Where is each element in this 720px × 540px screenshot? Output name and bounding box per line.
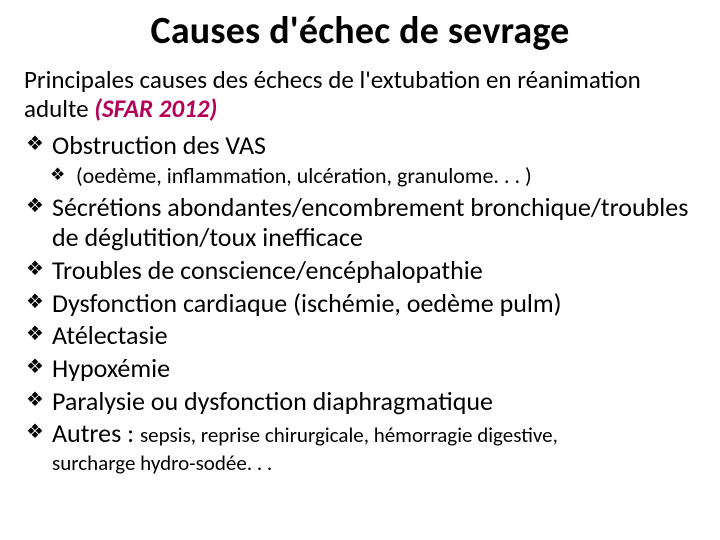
list-item: Troubles de conscience/encéphalopathie <box>24 255 696 286</box>
list-item: Sécrétions abondantes/encombrement bronc… <box>24 192 696 253</box>
slide-title: Causes d'échec de sevrage <box>24 8 696 54</box>
bullet-list: Obstruction des VAS <box>24 130 696 161</box>
list-item: Autres : sepsis, reprise chirurgicale, h… <box>24 418 696 449</box>
list-item: Obstruction des VAS <box>24 130 696 161</box>
list-item: Atélectasie <box>24 320 696 351</box>
subtitle-ref: (SFAR 2012) <box>94 93 217 124</box>
list-item: Hypoxémie <box>24 353 696 384</box>
item-lead: Autres : <box>52 417 140 449</box>
sub-list-item: (oedème, inflammation, ulcération, granu… <box>24 162 696 190</box>
item-continuation: surcharge hydro-sodée. . . <box>24 451 696 476</box>
list-item: Dysfonction cardiaque (ischémie, oedème … <box>24 288 696 319</box>
slide-subtitle: Principales causes des échecs de l'extub… <box>24 66 696 124</box>
slide: Causes d'échec de sevrage Principales ca… <box>0 0 720 540</box>
sub-list: (oedème, inflammation, ulcération, granu… <box>24 162 696 190</box>
list-item: Paralysie ou dysfonction diaphragmatique <box>24 386 696 417</box>
item-tail: sepsis, reprise chirurgicale, hémorragie… <box>140 422 558 448</box>
bullet-list: Sécrétions abondantes/encombrement bronc… <box>24 192 696 449</box>
